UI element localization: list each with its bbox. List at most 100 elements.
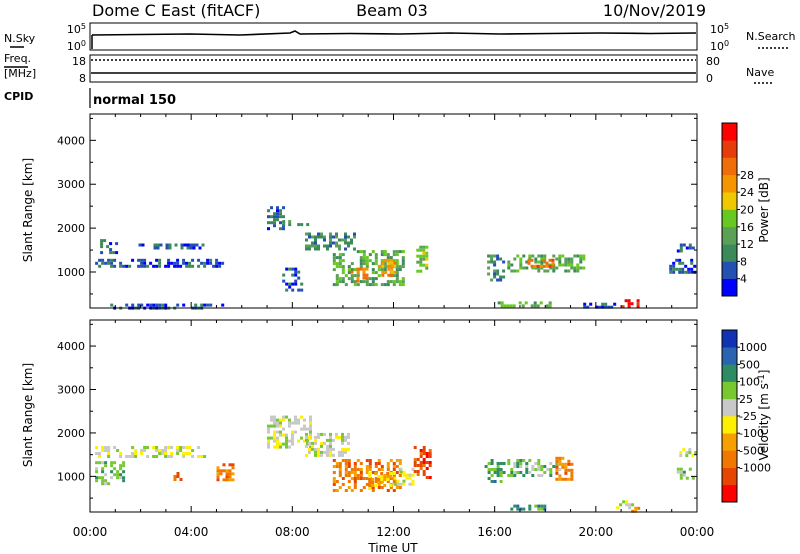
velocity-echo-cell <box>170 452 174 455</box>
velocity-echo-cell <box>537 459 541 462</box>
power-echo-cell <box>531 254 535 258</box>
velocity-echo-cell <box>300 415 303 419</box>
power-echo-cell <box>506 304 510 308</box>
velocity-echo-cell <box>619 503 623 507</box>
power-echo-cell <box>627 299 631 303</box>
power-echo-cell <box>285 282 289 286</box>
velocity-echo-cell <box>305 444 308 448</box>
velocity-echo-cell <box>335 462 339 465</box>
power-colorbar-swatch <box>722 209 737 228</box>
power-echo-cell <box>329 238 332 242</box>
velocity-echo-cell <box>549 471 553 474</box>
power-colorbar-tick-label: 24 <box>740 186 754 199</box>
power-echo-cell <box>167 264 171 268</box>
velocity-echo-cell <box>176 472 180 475</box>
velocity-echo-cell <box>225 475 229 479</box>
velocity-echo-cell <box>167 446 171 449</box>
velocity-echo-cell <box>338 465 342 468</box>
power-echo-cell <box>356 250 360 254</box>
velocity-echo-region <box>679 448 698 458</box>
power-echo-region <box>583 302 617 309</box>
velocity-echo-cell <box>419 467 423 470</box>
velocity-echo-cell <box>359 474 363 477</box>
velocity-echo-cell <box>344 438 347 442</box>
power-echo-cell <box>383 253 387 257</box>
velocity-echo-cell <box>279 445 282 449</box>
power-echo-cell <box>512 304 516 308</box>
power-echo-cell <box>359 250 363 254</box>
power-echo-cell <box>344 247 347 251</box>
velocity-echo-cell <box>140 452 144 455</box>
power-echo-cell <box>384 258 388 262</box>
velocity-echo-cell <box>113 446 117 449</box>
velocity-echo-cell <box>170 455 174 458</box>
velocity-echo-cell <box>294 421 297 425</box>
power-echo-cell <box>311 244 314 248</box>
velocity-echo-cell <box>305 438 308 442</box>
velocity-echo-cell <box>341 441 344 445</box>
velocity-echo-region <box>216 463 235 482</box>
velocity-echo-cell <box>499 462 503 465</box>
power-echo-region <box>95 258 225 268</box>
velocity-echo-cell <box>561 477 565 481</box>
velocity-echo-cell <box>291 442 294 446</box>
power-echo-cell <box>209 258 213 262</box>
velocity-echo-cell <box>303 418 306 422</box>
power-echo-cell <box>152 264 156 268</box>
power-echo-cell <box>570 260 574 264</box>
velocity-colorbar-swatch <box>722 467 737 486</box>
velocity-echo-cell <box>622 500 626 504</box>
power-echo-cell <box>573 269 577 273</box>
power-echo-cell <box>100 245 104 249</box>
velocity-echo-cell <box>119 455 123 458</box>
power-echo-cell <box>576 266 580 270</box>
power-echo-cell <box>338 256 342 260</box>
velocity-echo-cell <box>323 432 326 436</box>
power-echo-cell <box>137 264 141 268</box>
velocity-echo-cell <box>273 415 276 419</box>
power-echo-cell <box>377 274 381 278</box>
power-echo-cell <box>419 263 423 267</box>
velocity-echo-cell <box>155 446 159 449</box>
power-echo-cell <box>416 269 420 273</box>
power-echo-cell <box>497 301 501 305</box>
velocity-echo-cell <box>101 482 105 486</box>
velocity-echo-cell <box>300 427 303 431</box>
power-echo-cell <box>392 253 396 257</box>
velocity-echo-cell <box>416 458 420 461</box>
velocity-echo-cell <box>549 462 553 465</box>
power-echo-cell <box>155 303 159 307</box>
velocity-echo-cell <box>389 472 393 475</box>
velocity-echo-cell <box>225 469 229 473</box>
power-echo-cell <box>604 302 608 306</box>
power-echo-cell <box>401 250 405 254</box>
velocity-echo-cell <box>344 474 348 477</box>
velocity-colorbar-tick-label: -500 <box>739 444 764 457</box>
power-echo-cell <box>542 264 546 268</box>
velocity-echo-cell <box>332 459 336 462</box>
velocity-echo-cell <box>634 506 638 510</box>
power-echo-cell <box>192 246 196 250</box>
power-echo-cell <box>195 243 199 247</box>
power-echo-cell <box>690 267 694 271</box>
power-echo-cell <box>297 223 301 227</box>
power-echo-cell <box>675 267 679 271</box>
velocity-echo-cell <box>285 445 288 449</box>
velocity-echo-cell <box>107 446 111 449</box>
velocity-echo-cell <box>276 430 279 434</box>
power-echo-cell <box>347 265 351 269</box>
velocity-echo-cell <box>552 465 556 468</box>
velocity-echo-cell <box>422 446 426 449</box>
power-echo-cell <box>194 303 198 307</box>
velocity-echo-cell <box>516 465 520 468</box>
velocity-echo-cell <box>496 465 500 468</box>
velocity-echo-cell <box>519 459 523 462</box>
velocity-echo-cell <box>273 439 276 443</box>
velocity-echo-cell <box>561 456 565 460</box>
power-echo-cell <box>362 262 366 266</box>
velocity-echo-cell <box>419 464 423 467</box>
freq-tick-top: 18 <box>72 55 86 68</box>
power-echo-cell <box>335 262 339 266</box>
velocity-echo-cell <box>490 474 494 477</box>
power-echo-cell <box>496 272 500 276</box>
